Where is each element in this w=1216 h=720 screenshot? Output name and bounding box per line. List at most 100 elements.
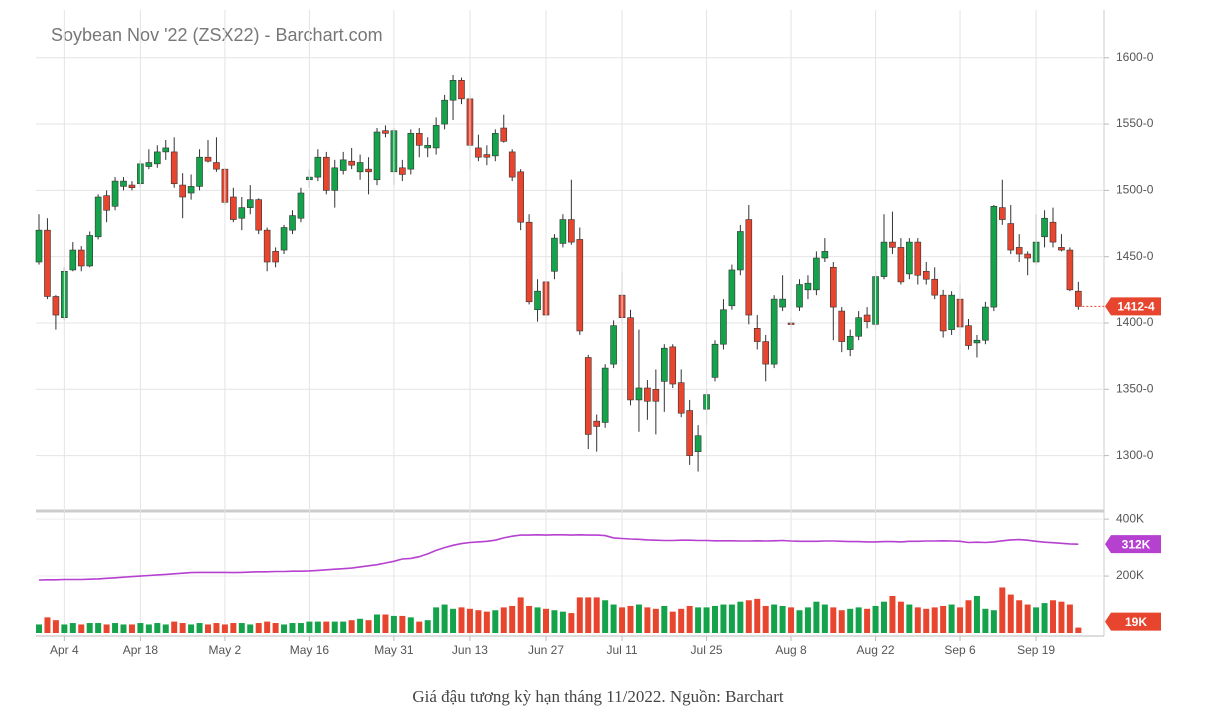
volume-bar <box>779 605 786 633</box>
volume-bar <box>390 615 397 633</box>
volume-bar <box>416 621 423 633</box>
x-tick-label: Jun 13 <box>452 643 488 657</box>
x-tick-label: Apr 4 <box>50 643 79 657</box>
volume-bar <box>188 624 195 633</box>
volume-bar <box>171 621 178 633</box>
candle-body <box>948 294 955 330</box>
volume-bar <box>492 610 499 633</box>
volume-bar <box>914 607 921 633</box>
candle-body <box>373 131 381 181</box>
candle-body <box>990 205 998 308</box>
candle-body <box>694 435 702 452</box>
volume-bar <box>754 598 761 633</box>
volume-bar <box>348 620 355 633</box>
candle-body <box>475 147 482 158</box>
volume-tag: 19K <box>1125 615 1147 629</box>
candle-body <box>162 147 170 153</box>
candle-body <box>652 389 660 402</box>
volume-bar <box>86 623 93 633</box>
candle-body <box>922 270 930 280</box>
volume-bar <box>500 607 507 633</box>
volume-bar <box>1075 627 1082 633</box>
candle-body <box>880 241 888 277</box>
volume-bar <box>128 624 135 633</box>
candle-body <box>1049 221 1057 243</box>
volume-bar <box>762 605 769 633</box>
volume-bar <box>1024 604 1031 633</box>
volume-bar <box>466 608 473 633</box>
y-tick-label: 1450-0 <box>1116 249 1154 263</box>
candle-body <box>128 184 136 189</box>
open-interest-tag-box <box>1105 535 1161 554</box>
candle-body <box>584 357 592 435</box>
volume-bar <box>264 621 271 633</box>
candle-body <box>728 269 736 307</box>
candle-body <box>525 221 533 303</box>
candle-body <box>154 151 161 165</box>
volume-bar <box>610 604 617 633</box>
candle-body <box>568 219 575 243</box>
volume-bar <box>720 604 727 633</box>
candle-body <box>914 241 922 276</box>
volume-bar <box>78 624 85 633</box>
candle-body <box>829 266 837 308</box>
volume-bar <box>221 624 228 633</box>
candle-body <box>998 207 1006 220</box>
candle-body <box>356 162 364 173</box>
volume-bar <box>407 617 414 633</box>
candle-body <box>415 133 423 146</box>
candle-body <box>187 186 195 194</box>
volume-bar <box>940 605 947 633</box>
volume-bar <box>213 623 220 633</box>
volume-bar <box>458 607 465 633</box>
candle-body <box>965 325 972 346</box>
x-tick-label: May 2 <box>209 643 242 657</box>
x-tick-label: Sep 19 <box>1017 643 1055 657</box>
candle-body <box>939 294 947 332</box>
volume-bar <box>559 611 566 633</box>
candle-body <box>838 310 846 342</box>
volume-bar <box>382 614 389 633</box>
candle-body <box>576 239 584 332</box>
candle-body <box>677 382 685 414</box>
y-tick-label: 200K <box>1116 568 1144 582</box>
candle-body <box>601 367 609 423</box>
volume-bar <box>678 608 685 633</box>
candle-body <box>627 317 634 401</box>
chart-title: Soybean Nov '22 (ZSX22) - Barchart.com <box>51 25 383 45</box>
volume-bar <box>424 620 431 633</box>
volume-bar <box>635 604 642 633</box>
candle-body <box>407 133 415 170</box>
candle-body <box>69 249 77 271</box>
candle-body <box>111 180 119 207</box>
volume-bar <box>686 605 693 633</box>
x-tick-label: May 31 <box>374 643 414 657</box>
candle-body <box>1041 217 1048 238</box>
volume-bar <box>957 607 964 633</box>
volume-bar <box>712 605 718 633</box>
volume-bar <box>1050 600 1056 633</box>
candle-body <box>779 298 786 308</box>
y-tick-label: 1300-0 <box>1116 448 1154 462</box>
candle-body <box>441 99 448 125</box>
candle-body <box>145 162 153 167</box>
volume-bar <box>154 623 161 633</box>
candle-body <box>534 290 541 311</box>
candle-body <box>982 306 989 341</box>
candle-body <box>593 420 601 427</box>
volume-bar <box>526 605 533 633</box>
candle-body <box>737 231 744 271</box>
candle-body <box>804 282 812 291</box>
candle-body <box>973 339 981 344</box>
volume-bar <box>399 615 406 633</box>
volume-bar <box>509 605 516 633</box>
volume-bar <box>737 601 744 633</box>
candle-body <box>424 144 432 149</box>
volume-bar <box>247 624 254 633</box>
volume-bar <box>585 597 592 633</box>
y-tick-label: 1400-0 <box>1116 315 1154 329</box>
candles <box>35 74 1082 472</box>
volume-bar <box>475 610 482 633</box>
volume-bar <box>95 623 102 633</box>
volume-bar <box>1066 604 1073 633</box>
